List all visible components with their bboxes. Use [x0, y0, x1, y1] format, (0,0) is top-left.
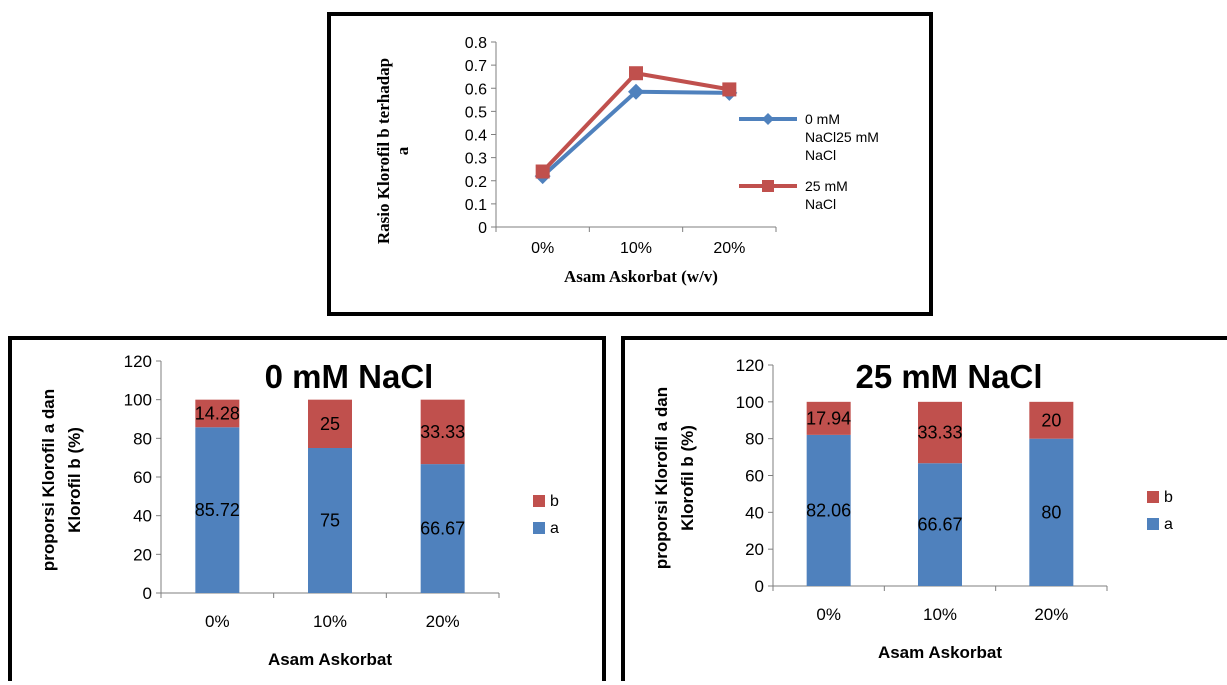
x-tick-label: 20% — [426, 612, 460, 631]
x-tick-label: 10% — [923, 605, 957, 624]
bar-chart-25mm-panel: 0 20 40 60 80 100 120 0% 10% 20% 82.06 17.94 66.67 33… — [621, 336, 1227, 681]
legend-swatch-b — [1147, 491, 1159, 503]
data-label-a-1: 75 — [320, 511, 340, 531]
y-axis-label-line: Rasio Klorofil b terhadap — [374, 58, 393, 244]
legend-label-0: NaCl25 mM — [805, 129, 879, 145]
legend-marker-0 — [762, 113, 774, 125]
y-axis-label: proporsi Klorofil a dan Klorofil b (%) — [39, 389, 84, 571]
bar-a-1 — [918, 463, 962, 586]
legend-swatch-a — [1147, 518, 1159, 530]
legend-swatch-a — [533, 522, 545, 534]
bar-a-0 — [195, 427, 240, 593]
bar-b-0 — [806, 401, 851, 435]
y-axis-label-line: proporsi Klorofil a dan — [652, 387, 671, 569]
bar-b-1 — [918, 401, 962, 464]
series-1-point — [535, 164, 550, 179]
series-0-point — [628, 83, 644, 100]
y-tick-label: 0 — [755, 577, 764, 596]
data-label-a-0: 85.72 — [195, 500, 240, 520]
chart-title: 0 mM NaCl — [265, 358, 434, 395]
x-axis-label: Asam Askorbat — [878, 643, 1002, 662]
bar-a-1 — [308, 448, 352, 593]
legend-label-0: NaCl — [805, 147, 836, 163]
legend-label-b: b — [1164, 489, 1173, 506]
bar-b-1 — [308, 399, 352, 448]
bar-chart-0mm: 0 20 40 60 80 100 120 0% 10% 20% 85.72 14.28 75 25 66.… — [39, 352, 559, 669]
y-tick-label: 20 — [745, 540, 764, 559]
data-label-b-0: 17.94 — [806, 408, 851, 428]
x-tick-label: 0% — [531, 240, 554, 257]
y-tick-label: 80 — [745, 430, 764, 449]
bar-chart-0mm-panel: 0 20 40 60 80 100 120 0% 10% 20% 85.72 14.28 75 25 66.… — [8, 336, 606, 681]
bar-b-2 — [1029, 401, 1074, 439]
x-axis-label: Asam Askorbat — [268, 650, 392, 669]
y-tick-label: 0.6 — [465, 81, 487, 98]
y-tick-label: 0.2 — [465, 174, 487, 191]
y-tick-label: 0 — [143, 584, 152, 603]
y-tick-label: 0 — [478, 220, 487, 237]
y-tick-label: 0.8 — [465, 35, 487, 52]
y-tick-label: 0.4 — [465, 128, 487, 145]
y-axis-label-line: Klorofil b (%) — [678, 425, 697, 531]
y-axis-label: Rasio Klorofil b terhadap a — [374, 58, 412, 244]
series-1-point — [722, 82, 737, 97]
y-tick-label: 0.5 — [465, 104, 487, 121]
x-tick-label: 20% — [713, 240, 745, 257]
y-axis-label: proporsi Klorofil a dan Klorofil b (%) — [652, 387, 697, 569]
bar-chart-25mm: 0 20 40 60 80 100 120 0% 10% 20% 82.06 17.94 66.67 33… — [652, 356, 1173, 662]
line-chart-panel: 0 0.1 0.2 0.3 0.4 0.5 0.6 0.7 0.8 0% 10% 20% Asam As… — [327, 12, 933, 316]
x-tick-label: 10% — [620, 240, 652, 257]
bar-b-0 — [195, 399, 240, 428]
bar-b-2 — [420, 399, 465, 465]
y-tick-label: 40 — [745, 503, 764, 522]
data-label-a-2: 66.67 — [420, 519, 465, 539]
legend-swatch-b — [533, 495, 545, 507]
y-tick-label: 80 — [133, 429, 152, 448]
legend-marker-1 — [762, 180, 774, 192]
y-tick-label: 100 — [124, 391, 152, 410]
chart-title: 25 mM NaCl — [855, 358, 1042, 395]
x-tick-label: 0% — [816, 605, 841, 624]
y-tick-label: 120 — [736, 356, 764, 375]
data-label-a-1: 66.67 — [917, 515, 962, 535]
data-label-b-0: 14.28 — [195, 403, 240, 423]
x-tick-label: 0% — [205, 612, 230, 631]
legend-label-1: 25 mM — [805, 178, 848, 194]
y-tick-label: 60 — [745, 467, 764, 486]
data-label-b-1: 33.33 — [917, 423, 962, 443]
data-label-a-2: 80 — [1041, 502, 1061, 522]
legend-label-b: b — [550, 493, 559, 510]
y-axis-label-line: proporsi Klorofil a dan — [39, 389, 58, 571]
x-tick-label: 20% — [1034, 605, 1068, 624]
bar-a-0 — [806, 434, 851, 586]
legend-label-a: a — [550, 520, 559, 537]
bar-a-2 — [1029, 438, 1074, 586]
data-label-b-1: 25 — [320, 414, 340, 434]
series-1-point — [629, 66, 643, 81]
data-label-a-0: 82.06 — [806, 500, 851, 520]
y-tick-label: 0.3 — [465, 151, 487, 168]
legend-label-0: 0 mM — [805, 111, 840, 127]
bar-a-2 — [420, 464, 465, 593]
data-label-b-2: 33.33 — [420, 422, 465, 442]
series-line-0 — [541, 89, 730, 178]
y-tick-label: 0.7 — [465, 58, 487, 75]
legend-label-1: NaCl — [805, 196, 836, 212]
y-tick-label: 0.1 — [465, 197, 487, 214]
y-tick-label: 100 — [736, 393, 764, 412]
y-tick-label: 120 — [124, 352, 152, 371]
y-axis-label-line: a — [393, 146, 412, 155]
y-tick-label: 20 — [133, 545, 152, 564]
x-tick-label: 10% — [313, 612, 347, 631]
line-chart: 0 0.1 0.2 0.3 0.4 0.5 0.6 0.7 0.8 0% 10% 20% Asam As… — [374, 35, 879, 286]
x-axis-label: Asam Askorbat (w/v) — [564, 267, 718, 286]
y-tick-label: 40 — [133, 507, 152, 526]
y-tick-label: 60 — [133, 468, 152, 487]
legend-label-a: a — [1164, 516, 1173, 533]
data-label-b-2: 20 — [1041, 410, 1061, 430]
y-axis-label-line: Klorofil b (%) — [65, 427, 84, 533]
